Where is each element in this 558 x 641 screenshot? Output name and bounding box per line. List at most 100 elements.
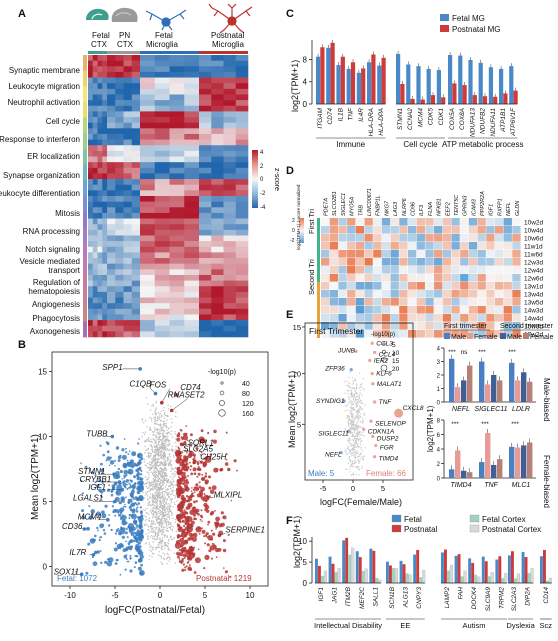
- heatmap-cell: [115, 314, 124, 321]
- e-highlighted-point: [369, 419, 373, 423]
- ns-point: [158, 546, 160, 548]
- ns-point: [152, 498, 154, 500]
- heatmap-cell: [199, 128, 212, 135]
- fetal-enriched-point: [135, 527, 138, 529]
- ns-point: [160, 513, 162, 516]
- ns-point: [157, 512, 159, 514]
- heatmap-cell: [154, 241, 170, 248]
- heatmap-cell: [169, 263, 185, 270]
- heatmap-cell: [154, 303, 170, 310]
- ns-point: [153, 500, 156, 503]
- heatmap-cell: [88, 291, 94, 298]
- heatmap-cell: [88, 66, 94, 73]
- postnatal-enriched-point: [204, 542, 207, 545]
- d-heatmap-cell: [494, 274, 504, 282]
- fetal-enriched-point: [137, 548, 142, 554]
- ns-point: [169, 506, 171, 508]
- ns-point: [147, 467, 149, 469]
- ns-point: [167, 540, 170, 542]
- heatmap-cell: [107, 122, 116, 129]
- fetal-enriched-point: [100, 495, 103, 498]
- postnatal-enriched-point: [201, 520, 203, 523]
- e-bar-y-tick-label: 2: [437, 462, 441, 468]
- e-ns-point: [352, 407, 354, 409]
- heatmap-cell: [123, 117, 133, 123]
- c-bar-postnatal: [493, 96, 498, 104]
- heatmap-cell: [102, 190, 108, 197]
- heatmap-cell: [123, 139, 133, 146]
- ns-point: [152, 541, 154, 543]
- postnatal-enriched-point: [201, 527, 204, 529]
- e-ns-point: [361, 383, 363, 385]
- heatmap-cell: [123, 167, 133, 174]
- ns-point: [166, 507, 168, 509]
- module-side-bar: [83, 290, 87, 306]
- ns-point: [161, 511, 163, 514]
- ns-point: [156, 503, 158, 505]
- heatmap-cell: [131, 139, 141, 146]
- heatmap-cell: [131, 218, 141, 225]
- ns-point: [162, 490, 164, 493]
- d-heatmap-cell: [390, 298, 399, 306]
- heatmap-cell: [223, 133, 237, 140]
- ns-point: [151, 449, 153, 451]
- heatmap-cell: [235, 303, 249, 310]
- heatmap-cell: [92, 325, 98, 332]
- heatmap-cell: [88, 280, 94, 287]
- ns-point: [165, 488, 167, 490]
- ns-point: [159, 492, 162, 494]
- e-ns-point: [353, 444, 355, 446]
- ns-point: [163, 482, 165, 485]
- e-size-legend-circle: [381, 349, 387, 355]
- ns-point: [158, 454, 160, 456]
- postnatal-enriched-point: [195, 500, 198, 503]
- d-heatmap-cell: [347, 314, 356, 322]
- e-ns-point: [359, 452, 361, 454]
- d-heatmap-cell: [364, 226, 373, 234]
- ns-point: [162, 425, 165, 427]
- heatmap-cell: [88, 308, 94, 315]
- heatmap-cell: [154, 83, 170, 90]
- e-gene-label: CCL4: [379, 351, 396, 358]
- fetal-enriched-point: [137, 502, 141, 505]
- heatmap-cell: [235, 274, 249, 281]
- ns-point: [157, 474, 160, 476]
- ns-point: [145, 485, 147, 488]
- d-heatmap-cell: [399, 282, 408, 290]
- heatmap-cell: [184, 235, 200, 242]
- ns-point: [163, 422, 165, 424]
- postnatal-enriched-point: [187, 498, 191, 503]
- gene-label: SPP1: [102, 363, 122, 372]
- first-tri-bar: [317, 218, 320, 282]
- d-heatmap-cell: [329, 234, 338, 242]
- heatmap-cell: [97, 150, 103, 157]
- heatmap-cell: [102, 196, 108, 202]
- heatmap-cell: [184, 133, 200, 140]
- d-heatmap-cell: [355, 274, 365, 282]
- ns-point: [156, 486, 158, 489]
- ns-point: [143, 461, 145, 463]
- postnatal-enriched-point: [178, 526, 181, 528]
- d-heatmap-cell: [390, 258, 399, 266]
- f-bar: [447, 570, 450, 583]
- ns-point: [166, 477, 168, 479]
- ns-point: [144, 452, 146, 454]
- heatmap-cell: [235, 201, 249, 208]
- e-size-legend-value: 5: [392, 342, 396, 349]
- ns-point: [163, 477, 165, 480]
- heatmap-cell: [169, 71, 185, 78]
- heatmap-cell: [131, 320, 141, 327]
- postnatal-enriched-point: [193, 500, 196, 504]
- go-term-label: RNA processing: [23, 227, 80, 236]
- fetal-enriched-point: [128, 498, 133, 503]
- heatmap-cell: [184, 291, 200, 298]
- postnatal-enriched-point: [176, 534, 181, 538]
- e-highlighted-point: [373, 400, 377, 404]
- fetal-enriched-point: [139, 490, 142, 493]
- c-gene-label: IL4R: [358, 108, 365, 122]
- heatmap-cell: [140, 77, 156, 84]
- postnatal-enriched-point: [204, 534, 208, 537]
- e-ns-point: [348, 376, 350, 378]
- ns-point: [151, 466, 154, 468]
- fetal-enriched-point: [125, 540, 127, 543]
